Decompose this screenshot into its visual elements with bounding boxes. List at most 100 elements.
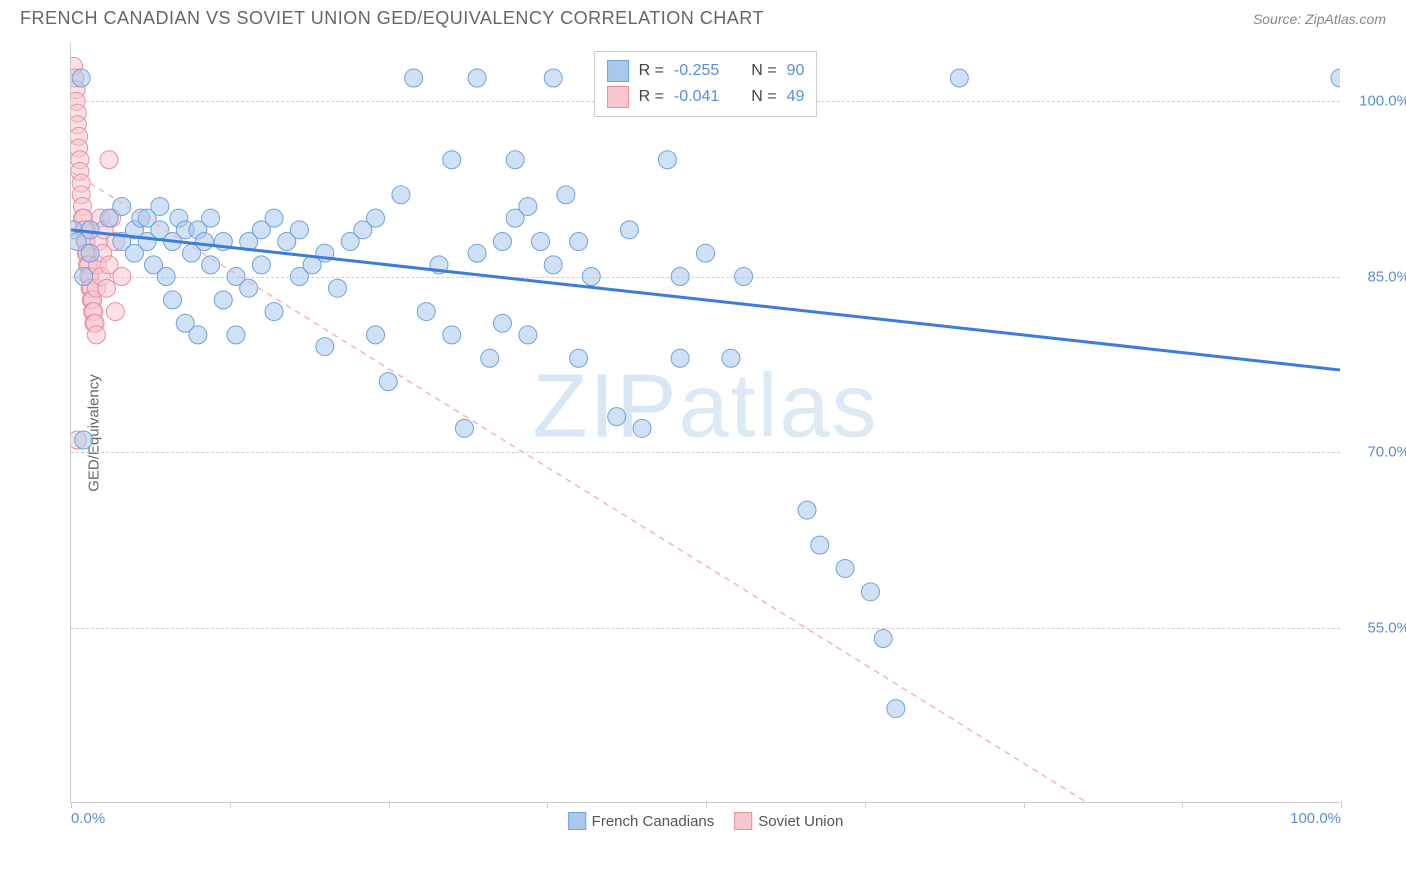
data-point (417, 303, 435, 321)
data-point (633, 419, 651, 437)
data-point (544, 69, 562, 87)
data-point (836, 559, 854, 577)
data-point (106, 303, 124, 321)
x-tick (230, 802, 231, 808)
data-point (455, 419, 473, 437)
chart-title: FRENCH CANADIAN VS SOVIET UNION GED/EQUI… (20, 8, 764, 29)
data-point (72, 69, 90, 87)
legend-n-label: N = (751, 88, 776, 106)
data-point (570, 233, 588, 251)
data-point (519, 197, 537, 215)
data-point (582, 268, 600, 286)
data-point (405, 69, 423, 87)
y-tick-label: 70.0% (1350, 444, 1406, 461)
data-point (189, 326, 207, 344)
y-tick-label: 55.0% (1350, 619, 1406, 636)
data-point (493, 233, 511, 251)
data-point (671, 268, 689, 286)
source-prefix: Source: (1253, 11, 1305, 27)
correlation-legend: R =-0.255N =90R =-0.041N =49 (594, 51, 818, 117)
y-tick-label: 85.0% (1350, 268, 1406, 285)
data-point (620, 221, 638, 239)
plot-area: ZIPatlas R =-0.255N =90R =-0.041N =49 Fr… (70, 43, 1340, 803)
data-point (75, 431, 93, 449)
x-tick-label: 0.0% (71, 810, 105, 827)
source-name: ZipAtlas.com (1305, 11, 1386, 27)
legend-swatch (734, 812, 752, 830)
legend-swatch (607, 86, 629, 108)
data-point (113, 268, 131, 286)
data-point (100, 151, 118, 169)
data-point (519, 326, 537, 344)
data-point (202, 209, 220, 227)
data-point (493, 314, 511, 332)
data-point (290, 221, 308, 239)
legend-series-item: French Canadians (568, 812, 715, 830)
data-point (227, 326, 245, 344)
legend-r-label: R = (639, 62, 664, 80)
data-point (265, 303, 283, 321)
data-point (265, 209, 283, 227)
data-point (379, 373, 397, 391)
data-point (87, 326, 105, 344)
data-point (98, 279, 116, 297)
data-point (392, 186, 410, 204)
data-point (735, 268, 753, 286)
legend-n-label: N = (751, 62, 776, 80)
data-point (544, 256, 562, 274)
legend-series-item: Soviet Union (734, 812, 843, 830)
data-point (443, 326, 461, 344)
x-tick (71, 802, 72, 808)
legend-swatch (607, 60, 629, 82)
data-point (608, 408, 626, 426)
data-point (367, 209, 385, 227)
legend-n-value: 49 (787, 88, 805, 106)
data-point (443, 151, 461, 169)
x-tick (1024, 802, 1025, 808)
data-point (328, 279, 346, 297)
chart-container: GED/Equivalency ZIPatlas R =-0.255N =90R… (20, 33, 1386, 833)
data-point (75, 268, 93, 286)
x-tick (1341, 802, 1342, 808)
data-point (506, 151, 524, 169)
x-tick (389, 802, 390, 808)
legend-r-label: R = (639, 88, 664, 106)
data-point (697, 244, 715, 262)
legend-row: R = -0.041 N = 49 (607, 84, 805, 110)
data-point (887, 700, 905, 718)
data-point (950, 69, 968, 87)
data-point (658, 151, 676, 169)
data-point (157, 268, 175, 286)
legend-series-label: Soviet Union (758, 813, 843, 830)
data-point (468, 244, 486, 262)
data-point (1331, 69, 1340, 87)
data-point (202, 256, 220, 274)
data-point (874, 630, 892, 648)
y-tick-label: 100.0% (1350, 93, 1406, 110)
data-point (861, 583, 879, 601)
data-point (468, 69, 486, 87)
data-point (316, 338, 334, 356)
data-point (570, 349, 588, 367)
data-point (481, 349, 499, 367)
x-tick (1182, 802, 1183, 808)
data-point (81, 244, 99, 262)
header: FRENCH CANADIAN VS SOVIET UNION GED/EQUI… (0, 0, 1406, 33)
source-attribution: Source: ZipAtlas.com (1253, 11, 1386, 27)
x-tick (865, 802, 866, 808)
x-tick (706, 802, 707, 808)
data-point (367, 326, 385, 344)
legend-swatch (568, 812, 586, 830)
data-point (722, 349, 740, 367)
data-point (532, 233, 550, 251)
legend-n-value: 90 (787, 62, 805, 80)
data-point (252, 256, 270, 274)
data-point (195, 233, 213, 251)
data-point (151, 197, 169, 215)
legend-r-value: -0.041 (674, 88, 719, 106)
data-point (798, 501, 816, 519)
scatter-svg (71, 43, 1340, 802)
legend-series-label: French Canadians (592, 813, 715, 830)
data-point (811, 536, 829, 554)
legend-row: R =-0.255N =90 (607, 58, 805, 84)
